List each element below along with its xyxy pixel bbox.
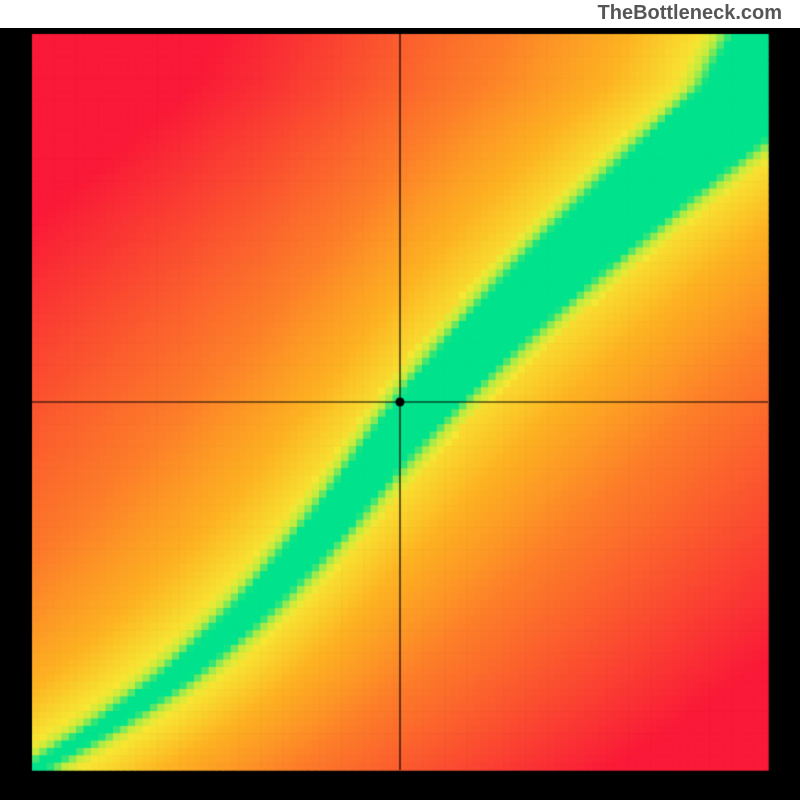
watermark-text: TheBottleneck.com bbox=[598, 2, 782, 25]
bottleneck-heatmap bbox=[0, 28, 800, 800]
chart-outer-frame bbox=[0, 28, 800, 800]
